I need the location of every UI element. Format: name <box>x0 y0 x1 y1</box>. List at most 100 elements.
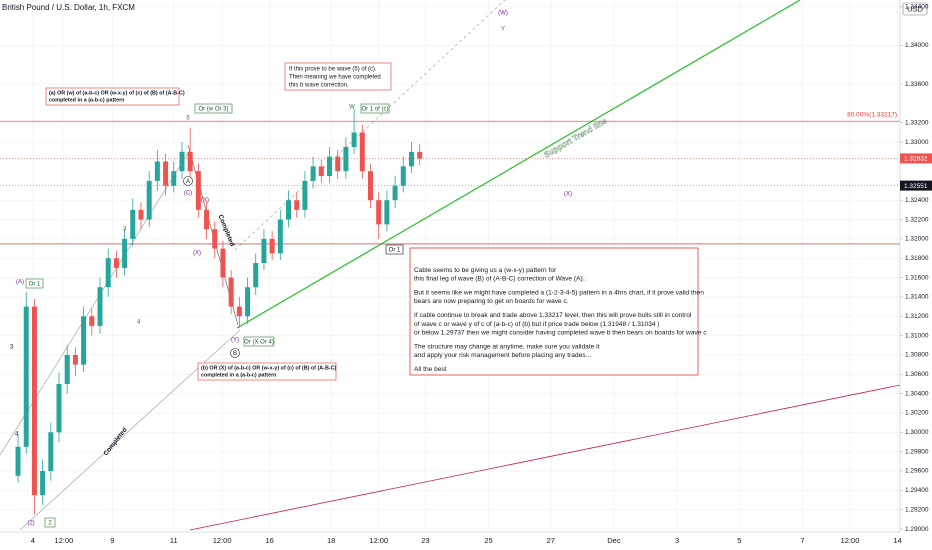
note-line: of wave c or wave y of c of (a-b-c) of (… <box>414 321 660 328</box>
candle-body <box>48 432 54 472</box>
candle-body <box>400 166 406 186</box>
candle-body <box>204 209 210 230</box>
candle-body <box>72 354 78 365</box>
candle-body <box>245 287 251 317</box>
candle-body <box>286 200 292 220</box>
candle-body <box>15 446 21 476</box>
note-line: If cable continue to break and trade abo… <box>414 312 692 319</box>
candle-body <box>195 171 201 210</box>
wave-circle <box>183 176 193 186</box>
wave-label: 5 <box>186 116 190 122</box>
wave-label: 2 <box>48 521 52 527</box>
annotation: (a) OR (w) of (a-b-c) OR (w-x-y) of (c) … <box>49 90 185 96</box>
wave-label: (Y) <box>201 198 209 204</box>
note: Cable seems to be giving us a (w-x-y) pa… <box>414 267 707 373</box>
y-tick-label: 1.34400 <box>905 3 929 10</box>
note-line: and apply your risk management before pl… <box>414 352 591 359</box>
candle-body <box>23 306 29 447</box>
y-tick-label: 1.29800 <box>905 448 929 455</box>
currency-box <box>902 2 928 16</box>
wave-label: Or 1 <box>29 282 41 288</box>
candle-body <box>179 151 185 172</box>
support-trend-line <box>236 0 801 329</box>
channel-line <box>234 0 506 251</box>
wave-label: 4 <box>137 320 141 326</box>
candle-body <box>130 209 136 239</box>
candle-body <box>40 471 46 496</box>
candle-body <box>384 200 390 225</box>
y-tick-label: 1.32400 <box>905 197 929 204</box>
x-tick-label: 25 <box>484 536 492 545</box>
wave-label: Or (X Or 4) <box>244 340 274 346</box>
y-tick-label: 1.31000 <box>905 332 929 339</box>
x-tick-label: Dec <box>607 536 621 545</box>
candle-body <box>417 151 423 159</box>
candle-body <box>253 263 259 288</box>
wave-label: Or 1 of (c) <box>361 107 388 113</box>
candle-body <box>146 180 152 220</box>
candle-body <box>122 238 128 268</box>
annotation-box <box>45 87 180 106</box>
candle-body <box>376 200 382 225</box>
y-tick-label: 1.33600 <box>905 81 929 88</box>
candle-body <box>351 132 357 148</box>
candle-body <box>31 306 37 496</box>
annotation: completed in a (a-b-c) pattern <box>49 97 124 103</box>
x-tick-label: 5 <box>737 536 741 545</box>
channel-line <box>0 149 191 456</box>
x-tick-label: 12:00 <box>55 536 74 545</box>
wave-box <box>25 278 44 289</box>
y-tick-label: 1.29200 <box>905 506 929 513</box>
price-tag-label: 1.32832 <box>904 156 928 163</box>
wave-label: Or 1 <box>389 248 401 254</box>
candle-body <box>367 171 373 201</box>
wave-box <box>360 103 390 114</box>
x-tick-label: 11 <box>170 536 178 545</box>
x-tick-label: 16 <box>266 536 274 545</box>
candle-body <box>97 287 103 326</box>
candle-body <box>163 161 169 186</box>
candles <box>15 108 423 515</box>
note-line: All the best <box>414 366 447 373</box>
y-tick-label: 1.31800 <box>905 255 929 262</box>
y-tick-label: 1.29000 <box>905 526 929 533</box>
x-tick-label: 12:00 <box>213 536 232 545</box>
y-tick-label: 1.34000 <box>905 42 929 49</box>
y-tick-label: 1.30000 <box>905 429 929 436</box>
wave-box <box>44 517 56 528</box>
candle-body <box>294 200 300 210</box>
note-line: But it seems like we might have complete… <box>414 289 704 296</box>
candle-body <box>64 354 70 384</box>
wave-label: (C) <box>184 191 192 197</box>
candle-body <box>187 151 193 172</box>
wave-box <box>385 244 404 255</box>
wave-label: B <box>233 351 237 357</box>
x-tick-label: 7 <box>800 536 804 545</box>
wave-label: (W) <box>498 11 508 17</box>
y-tick-label: 1.30200 <box>905 410 929 417</box>
candle-body <box>261 238 267 264</box>
candle-body <box>310 166 316 181</box>
wave-label: Y <box>501 27 505 33</box>
y-tick-label: 1.31200 <box>905 313 929 320</box>
candle-body <box>236 306 242 317</box>
y-tick-label: 1.29600 <box>905 468 929 475</box>
wave-label: W <box>349 105 355 111</box>
candle-body <box>335 156 341 172</box>
y-tick-label: 1.30800 <box>905 352 929 359</box>
candle-body <box>81 316 87 365</box>
wave-label: 3 <box>123 227 127 233</box>
x-tick-label: 27 <box>547 536 555 545</box>
wave-circle <box>230 348 240 358</box>
note-line: this final leg of wave (B) of (A-B-C) co… <box>414 275 587 282</box>
candle-body <box>359 132 365 172</box>
y-tick-label: 1.31600 <box>905 274 929 281</box>
x-tick-label: 3 <box>675 536 679 545</box>
y-tick-label: 1.32000 <box>905 236 929 243</box>
candle-body <box>154 161 160 181</box>
annotation: Then meaning we have completed <box>289 75 381 81</box>
candle-body <box>343 147 349 172</box>
trend-line <box>189 384 901 531</box>
wave-box <box>243 336 275 347</box>
